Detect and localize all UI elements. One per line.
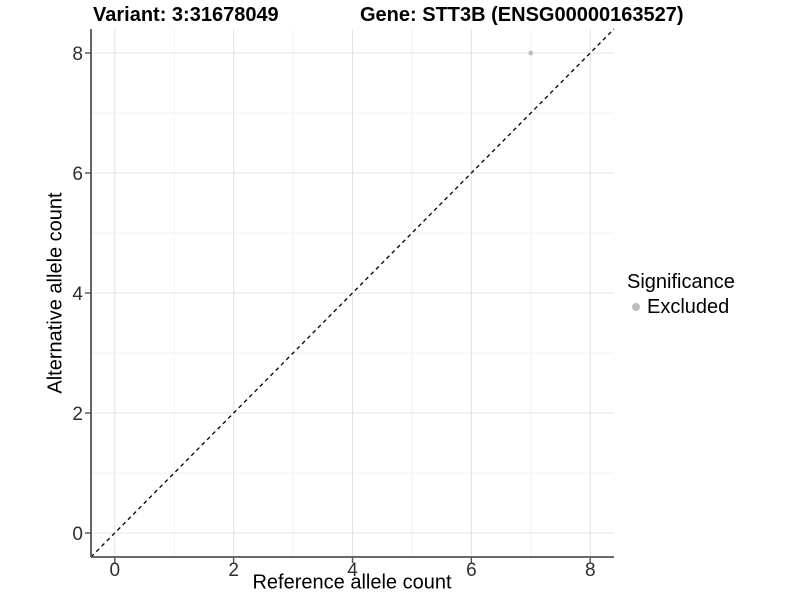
- y-tick-label: 6: [72, 164, 83, 185]
- y-tick-label: 8: [72, 44, 83, 65]
- data-point: [528, 50, 534, 56]
- y-tick-label: 4: [72, 284, 83, 305]
- legend-title: Significance: [627, 271, 735, 293]
- legend-item-label: Excluded: [647, 296, 730, 318]
- x-tick-label: 8: [585, 560, 596, 581]
- y-tick-label: 0: [72, 524, 83, 545]
- y-tick-label: 2: [72, 404, 83, 425]
- x-tick-label: 0: [109, 560, 120, 581]
- x-tick-label: 2: [228, 560, 239, 581]
- legend-item-excluded: Excluded: [632, 295, 735, 319]
- x-axis-title: Reference allele count: [252, 571, 452, 594]
- plot-title-gene: Gene: STT3B (ENSG00000163527): [360, 4, 684, 26]
- x-tick-label: 6: [466, 560, 477, 581]
- x-tick-label: 4: [347, 560, 358, 581]
- identity-dashed-line: [90, 28, 615, 558]
- plot-title-variant: Variant: 3:31678049: [93, 4, 279, 26]
- legend: Significance Excluded: [627, 270, 735, 319]
- legend-point-icon: [632, 303, 640, 311]
